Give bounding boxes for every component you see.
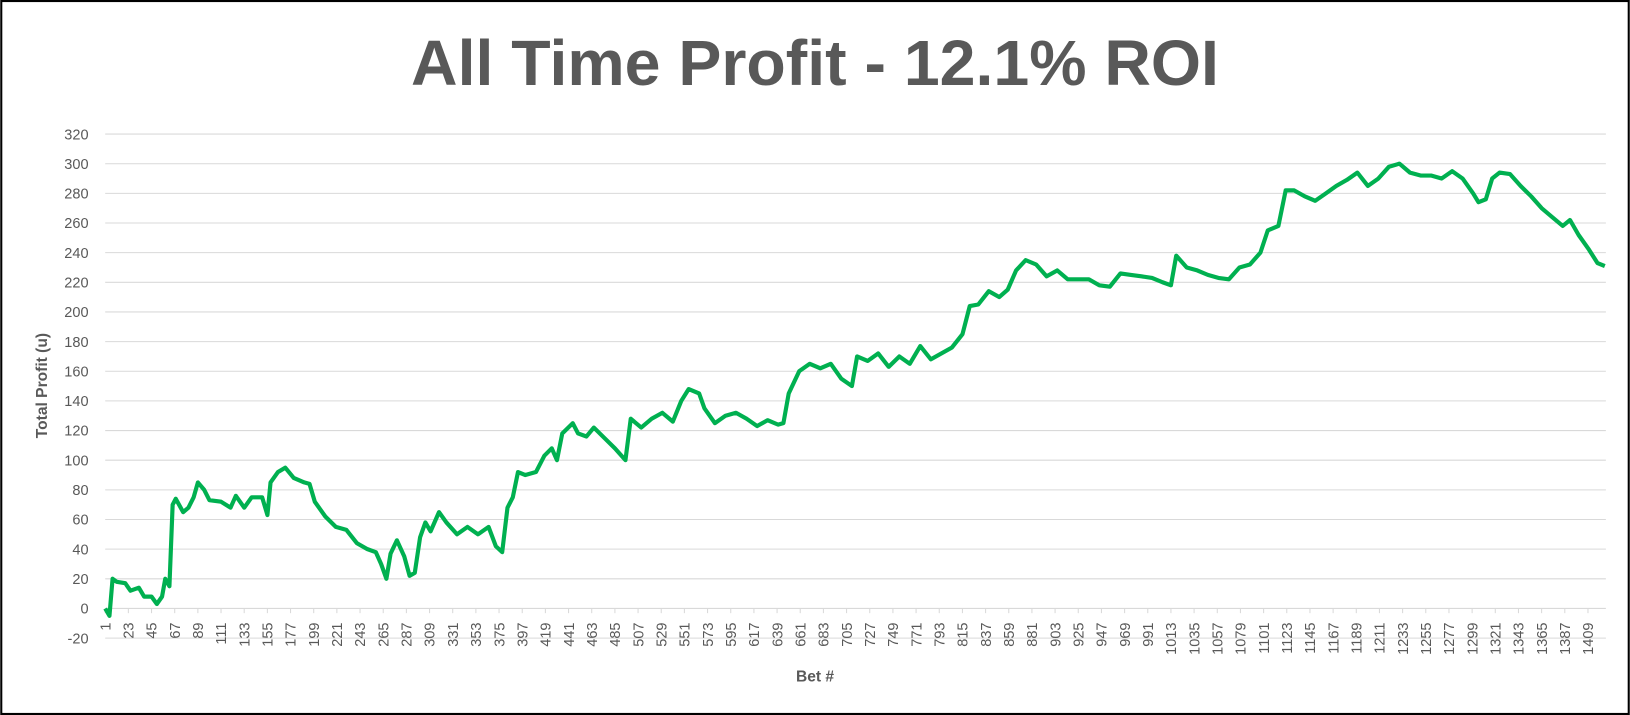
x-tick-label: 265 bbox=[376, 623, 392, 647]
x-tick-label: 177 bbox=[284, 623, 300, 647]
x-tick-label: 375 bbox=[492, 623, 508, 647]
y-tick-label: 220 bbox=[64, 276, 88, 292]
y-axis-label: Total Profit (u) bbox=[34, 333, 51, 438]
y-tick-label: 180 bbox=[64, 335, 88, 351]
x-tick-label: 837 bbox=[979, 623, 995, 647]
x-tick-label: 45 bbox=[145, 623, 161, 639]
chart-title: All Time Profit - 12.1% ROI bbox=[411, 27, 1219, 99]
x-tick-label: 507 bbox=[631, 623, 647, 647]
x-tick-label: 661 bbox=[793, 623, 809, 647]
x-tick-label: 1 bbox=[98, 623, 114, 631]
x-tick-label: 221 bbox=[330, 623, 346, 647]
x-tick-label: 331 bbox=[446, 623, 462, 647]
x-tick-label: 1343 bbox=[1512, 623, 1528, 655]
x-tick-label: 1233 bbox=[1396, 623, 1412, 655]
y-tick-label: 280 bbox=[64, 187, 88, 203]
x-tick-label: 969 bbox=[1118, 623, 1134, 647]
y-tick-label: 240 bbox=[64, 246, 88, 262]
x-tick-label: 903 bbox=[1048, 623, 1064, 647]
x-tick-label: 859 bbox=[1002, 623, 1018, 647]
x-tick-label: 1035 bbox=[1187, 623, 1203, 655]
x-tick-label: 89 bbox=[191, 623, 207, 639]
x-tick-label: 199 bbox=[307, 623, 323, 647]
x-tick-label: 419 bbox=[539, 623, 555, 647]
x-tick-label: 551 bbox=[678, 623, 694, 647]
x-tick-label: 815 bbox=[956, 623, 972, 647]
y-tick-label: 300 bbox=[64, 157, 88, 173]
x-tick-label: 441 bbox=[562, 623, 578, 647]
x-tick-label: 67 bbox=[168, 623, 184, 639]
x-tick-label: 595 bbox=[724, 623, 740, 647]
y-tick-label: -20 bbox=[68, 631, 89, 647]
x-tick-label: 1365 bbox=[1535, 623, 1551, 655]
x-tick-label: 1211 bbox=[1373, 623, 1389, 654]
y-tick-label: 0 bbox=[80, 602, 88, 618]
y-tick-label: 260 bbox=[64, 216, 88, 232]
x-tick-label: 1013 bbox=[1164, 623, 1180, 655]
y-tick-label: 60 bbox=[72, 513, 88, 529]
x-tick-label: 1409 bbox=[1581, 623, 1597, 655]
x-tick-label: 287 bbox=[400, 623, 416, 647]
y-tick-label: 20 bbox=[72, 572, 88, 588]
x-tick-label: 617 bbox=[747, 623, 763, 647]
x-tick-label: 485 bbox=[608, 623, 624, 647]
x-tick-label: 397 bbox=[515, 623, 531, 647]
x-tick-label: 1145 bbox=[1303, 623, 1319, 654]
y-tick-label: 200 bbox=[64, 305, 88, 321]
x-tick-label: 881 bbox=[1025, 623, 1041, 647]
x-tick-label: 991 bbox=[1141, 623, 1157, 647]
x-tick-label: 1255 bbox=[1419, 623, 1435, 655]
x-tick-label: 727 bbox=[863, 623, 879, 647]
x-tick-label: 463 bbox=[585, 623, 601, 647]
x-tick-label: 309 bbox=[423, 623, 439, 647]
profit-line bbox=[103, 161, 1606, 618]
y-tick-label: 120 bbox=[64, 424, 88, 440]
x-tick-label: 23 bbox=[122, 623, 138, 639]
x-tick-label: 1079 bbox=[1234, 623, 1250, 655]
x-tick-label: 1189 bbox=[1349, 623, 1365, 654]
x-tick-label: 749 bbox=[886, 623, 902, 647]
y-tick-label: 80 bbox=[72, 483, 88, 499]
x-tick-label: 243 bbox=[353, 623, 369, 647]
x-tick-label: 793 bbox=[932, 623, 948, 647]
x-tick-label: 1101 bbox=[1257, 623, 1273, 654]
x-tick-label: 1299 bbox=[1465, 623, 1481, 655]
x-tick-label: 683 bbox=[817, 623, 833, 647]
x-tick-label: 705 bbox=[840, 623, 856, 647]
x-tick-label: 1277 bbox=[1442, 623, 1458, 655]
x-tick-label: 1123 bbox=[1280, 623, 1296, 654]
y-tick-label: 320 bbox=[64, 127, 88, 143]
y-tick-label: 40 bbox=[72, 542, 88, 558]
x-tick-label: 771 bbox=[909, 623, 925, 647]
x-tick-label: 947 bbox=[1095, 623, 1111, 647]
x-tick-label: 353 bbox=[469, 623, 485, 647]
x-tick-label: 573 bbox=[701, 623, 717, 647]
y-tick-label: 100 bbox=[64, 453, 88, 469]
x-tick-label: 925 bbox=[1071, 623, 1087, 647]
x-tick-label: 1057 bbox=[1210, 623, 1226, 655]
x-tick-label: 133 bbox=[237, 623, 253, 647]
x-tick-label: 1387 bbox=[1558, 623, 1574, 655]
y-tick-label: 140 bbox=[64, 394, 88, 410]
x-axis-label: Bet # bbox=[796, 669, 834, 686]
x-tick-label: 1167 bbox=[1326, 623, 1342, 654]
x-tick-label: 1321 bbox=[1488, 623, 1504, 655]
x-tick-label: 155 bbox=[261, 623, 277, 647]
x-tick-label: 529 bbox=[654, 623, 670, 647]
x-tick-label: 639 bbox=[770, 623, 786, 647]
x-tick-label: 111 bbox=[214, 623, 230, 645]
y-tick-label: 160 bbox=[64, 364, 88, 380]
